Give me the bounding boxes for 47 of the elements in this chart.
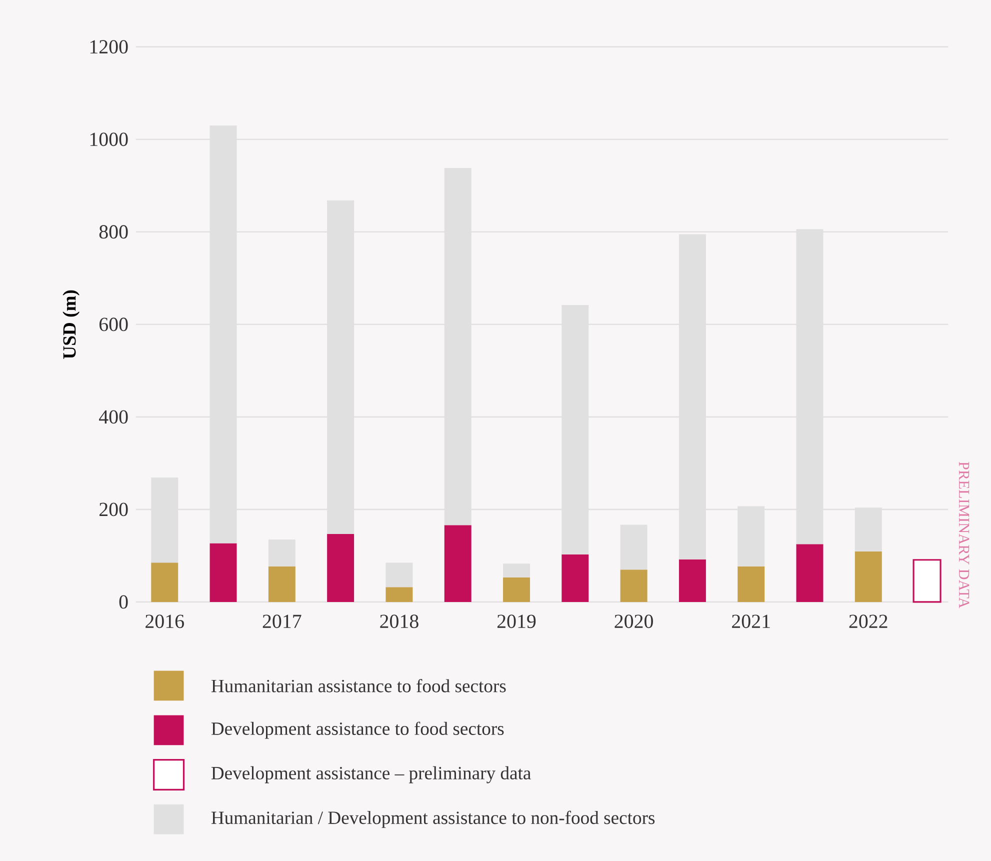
bar: [738, 506, 765, 566]
bar: [503, 577, 530, 602]
legend-label: Humanitarian / Development assistance to non-food sectors: [211, 810, 655, 828]
bar: [444, 525, 472, 602]
bar: [327, 200, 354, 534]
bar: [503, 564, 530, 578]
bar: [210, 125, 237, 544]
text: PRELIMINARY DATA: [959, 462, 970, 608]
x-tick-label: 2019: [497, 614, 536, 628]
bar: [386, 587, 413, 602]
x-tick-label: 2021: [732, 614, 770, 628]
x-tick-label: 2016: [146, 614, 184, 628]
bar: [738, 566, 765, 602]
legend-label: Development assistance to food sectors: [211, 722, 504, 739]
y-tick-label: 1000: [90, 132, 128, 146]
x-tick-label: 2022: [849, 614, 888, 628]
bar: [562, 554, 589, 602]
y-tick-label: 0: [119, 595, 128, 609]
bar: [444, 168, 472, 526]
bar: [562, 304, 589, 554]
bar: [678, 234, 706, 560]
bar: [796, 229, 824, 544]
bar: [796, 544, 824, 602]
bar: [620, 570, 648, 602]
bar: [854, 551, 882, 602]
y-tick-label: 1200: [90, 40, 128, 54]
bar: [912, 559, 942, 603]
bar: [268, 566, 296, 602]
bar: [386, 562, 413, 588]
bar: [210, 543, 237, 602]
x-tick-label: 2018: [380, 614, 418, 628]
x-tick-label: 2017: [262, 614, 302, 628]
bar: [327, 534, 354, 602]
bar: [268, 539, 296, 566]
bar: [678, 559, 706, 602]
bar: [620, 524, 648, 570]
y-tick-label: 600: [99, 318, 128, 332]
bar: [151, 477, 178, 563]
bar: [151, 562, 178, 602]
y-tick-label: 800: [99, 225, 128, 239]
x-tick-label: 2020: [614, 614, 653, 628]
y-axis-title: USD (m): [62, 290, 80, 359]
y-tick-label: 200: [100, 502, 128, 516]
y-tick-label: 400: [99, 410, 128, 424]
legend-label: Humanitarian assistance to food sectors: [211, 678, 506, 692]
legend-label: Development assistance – preliminary data: [211, 766, 531, 784]
bar: [854, 508, 882, 552]
